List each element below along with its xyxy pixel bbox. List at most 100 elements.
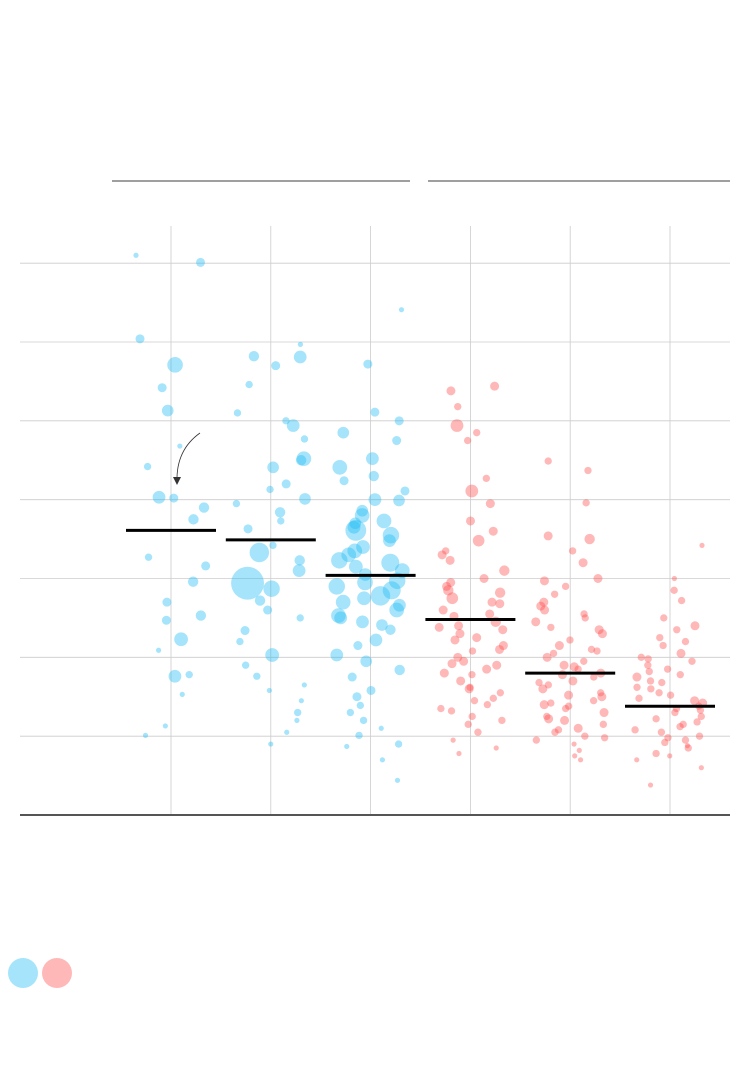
dot	[572, 753, 578, 759]
dot	[143, 462, 152, 471]
dot	[161, 615, 171, 625]
dot	[543, 531, 553, 541]
dot	[690, 696, 700, 706]
dot	[684, 743, 691, 749]
dot	[498, 716, 506, 725]
dot	[571, 741, 577, 747]
dot	[366, 685, 376, 695]
dot	[281, 479, 291, 489]
legend-swatch	[42, 958, 72, 988]
dot	[267, 461, 279, 474]
dot	[468, 712, 476, 721]
dot	[294, 708, 302, 717]
dot	[593, 573, 603, 584]
dot	[383, 534, 396, 548]
dot	[376, 513, 392, 529]
dot	[663, 665, 672, 673]
dot	[266, 485, 274, 494]
dot	[644, 655, 652, 663]
dot	[161, 404, 174, 417]
dot	[564, 690, 574, 700]
dot	[162, 597, 172, 607]
dot	[437, 550, 447, 560]
dot	[456, 676, 466, 686]
legend-swatch	[8, 958, 38, 988]
dots	[133, 252, 708, 788]
dot	[268, 741, 274, 747]
dot	[539, 597, 549, 607]
dot	[394, 416, 404, 426]
dot	[565, 702, 573, 710]
dot	[236, 637, 244, 646]
dot	[549, 649, 558, 658]
dot	[296, 614, 304, 622]
dot	[677, 596, 686, 605]
dot	[296, 451, 312, 467]
dot	[554, 641, 564, 651]
dot	[670, 586, 678, 595]
dot	[673, 626, 681, 634]
dot	[135, 334, 145, 344]
dot	[494, 587, 506, 598]
dot	[286, 419, 300, 432]
dot	[195, 610, 207, 621]
dot	[263, 580, 280, 597]
dot	[356, 701, 365, 710]
dot	[487, 597, 497, 607]
dot	[656, 633, 664, 642]
dot	[473, 428, 481, 437]
dot	[589, 697, 598, 705]
dot	[389, 602, 405, 618]
dot	[479, 573, 489, 584]
dot	[637, 653, 645, 662]
dot	[400, 486, 410, 496]
dot	[379, 757, 386, 763]
dot	[532, 736, 541, 744]
dot	[647, 685, 655, 693]
dot	[676, 723, 684, 731]
dot	[369, 633, 383, 647]
dot	[594, 625, 604, 635]
dot	[341, 547, 357, 563]
dot	[559, 660, 569, 670]
dot	[568, 676, 578, 686]
legend	[8, 958, 72, 988]
dot	[535, 678, 543, 687]
dot	[464, 684, 474, 694]
dot	[282, 417, 290, 425]
dot	[544, 681, 553, 689]
dot	[447, 707, 456, 715]
dot	[269, 541, 277, 550]
dot	[569, 662, 579, 672]
dot	[447, 659, 457, 669]
dot	[676, 648, 686, 658]
annotation-arrow	[176, 432, 201, 483]
dot	[142, 732, 149, 738]
dot	[590, 673, 598, 681]
dot	[245, 380, 253, 389]
annotation-arrowhead	[173, 477, 181, 485]
dot	[684, 744, 692, 752]
dot	[547, 699, 555, 707]
dot	[681, 736, 690, 744]
dot	[531, 617, 541, 627]
dot	[368, 470, 379, 482]
dot	[599, 708, 609, 718]
dot	[474, 728, 482, 736]
dot	[274, 507, 286, 518]
dot	[353, 641, 363, 651]
dot	[347, 520, 361, 534]
dot	[144, 553, 153, 561]
dot	[557, 670, 567, 680]
dot	[482, 664, 492, 674]
dot	[657, 728, 666, 736]
dot	[356, 504, 369, 517]
dot	[446, 592, 459, 605]
dot	[463, 436, 472, 445]
dot	[584, 466, 592, 475]
dot	[647, 782, 654, 788]
dot	[542, 652, 552, 662]
dot	[334, 611, 348, 625]
